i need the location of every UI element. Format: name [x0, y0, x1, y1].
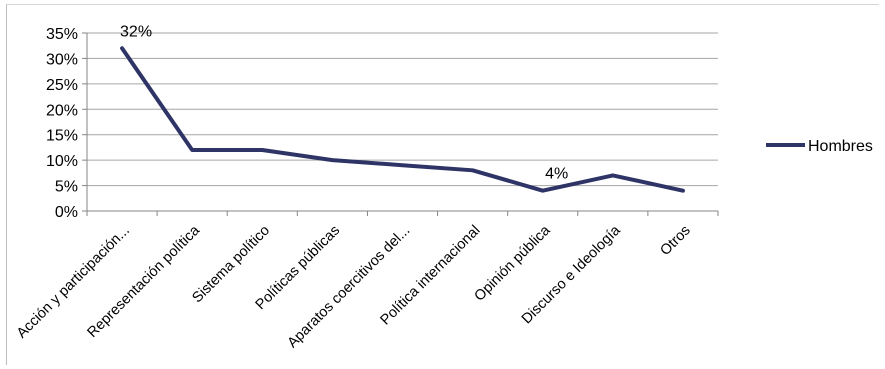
x-tick-label: Otros: [657, 223, 693, 259]
y-tick-label: 15%: [46, 128, 78, 145]
y-tick-label: 25%: [46, 77, 78, 94]
series-line-1: [120, 46, 685, 193]
y-tick-label: 35%: [46, 26, 78, 43]
axes: [82, 32, 719, 216]
data-labels: 32% 4%: [120, 23, 568, 182]
x-tick-label: Aparatos coercitivos del...: [285, 223, 414, 352]
y-tick-label: 30%: [46, 51, 78, 68]
data-label: 4%: [545, 166, 568, 183]
y-tick-label: 5%: [55, 179, 78, 196]
legend: Hombres: [766, 138, 873, 155]
data-label: 32%: [120, 23, 152, 40]
x-tick-label: Acción y participación...: [14, 223, 133, 342]
legend-label: Hombres: [808, 138, 873, 155]
y-tick-label: 0%: [55, 204, 78, 221]
y-tick-label: 20%: [46, 102, 78, 119]
y-tick-labels: 35% 30% 25% 20% 15% 10% 5% 0%: [46, 26, 78, 221]
y-tick-label: 10%: [46, 153, 78, 170]
gridlines: [87, 32, 718, 187]
chart-frame: [6, 4, 879, 365]
series-lines: [120, 46, 685, 193]
x-tick-labels: Acción y participación...Representación …: [14, 222, 694, 351]
x-tick-label: Representación política: [85, 222, 204, 341]
